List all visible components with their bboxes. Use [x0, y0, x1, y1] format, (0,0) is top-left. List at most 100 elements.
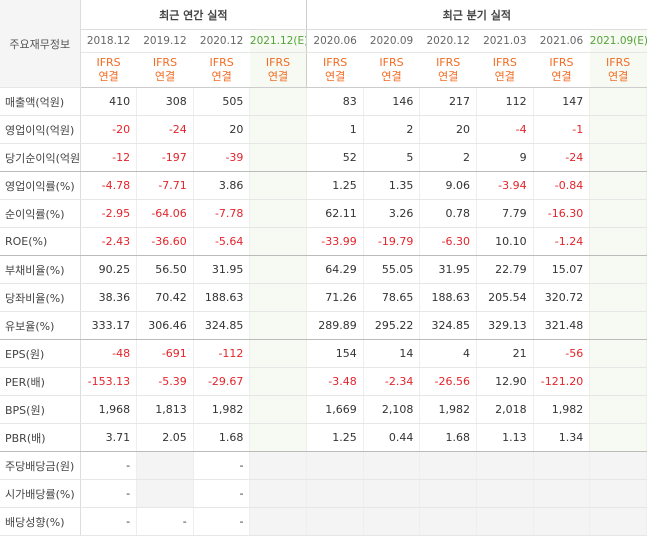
period-header: 2020.12 — [193, 29, 250, 53]
cell — [589, 339, 647, 368]
cell — [589, 199, 647, 228]
cell — [249, 311, 308, 340]
basis-header: IFRS 연결 — [419, 52, 477, 88]
period-header: 2020.06 — [306, 29, 364, 53]
period-header: 2021.06 — [533, 29, 590, 53]
cell: - — [193, 451, 251, 480]
cell: 188.63 — [193, 283, 251, 312]
row-label: 영업이익(억원) — [0, 115, 81, 144]
cell: 320.72 — [533, 283, 591, 312]
row-label: BPS(원) — [0, 395, 81, 424]
cell: 62.11 — [306, 199, 364, 228]
cell — [589, 423, 647, 452]
cell: 217 — [419, 87, 477, 116]
basis-header: IFRS 연결 — [533, 52, 590, 88]
cell: 2.05 — [136, 423, 194, 452]
cell — [419, 479, 477, 508]
cell: -24 — [136, 115, 194, 144]
cell — [249, 199, 308, 228]
cell: -2.34 — [363, 367, 421, 396]
period-header: 2021.03 — [476, 29, 534, 53]
cell: 147 — [533, 87, 591, 116]
cell: 15.07 — [533, 255, 591, 284]
cell: -20 — [80, 115, 138, 144]
row-label: ROE(%) — [0, 227, 81, 256]
cell: 20 — [193, 115, 251, 144]
cell: 21 — [476, 339, 534, 368]
cell — [363, 451, 421, 480]
cell — [249, 115, 308, 144]
cell: 333.17 — [80, 311, 138, 340]
data-row: 부채비율(%) 90.25 56.50 31.95 64.29 55.05 31.95 22.… — [0, 255, 647, 284]
cell: 2,018 — [476, 395, 534, 424]
cell: 1.13 — [476, 423, 534, 452]
cell — [306, 507, 364, 536]
cell: 410 — [80, 87, 138, 116]
cell: - — [80, 479, 138, 508]
basis-header: IFRS 연결 — [249, 52, 307, 88]
cell: -19.79 — [363, 227, 421, 256]
row-label: 부채비율(%) — [0, 255, 81, 284]
cell: -26.56 — [419, 367, 477, 396]
cell: 1.68 — [193, 423, 251, 452]
period-header: 2020.09 — [363, 29, 420, 53]
data-row: 영업이익률(%) -4.78 -7.71 3.86 1.25 1.35 9.06 -3.94-… — [0, 171, 647, 200]
cell: -12 — [80, 143, 138, 172]
cell: 4 — [419, 339, 477, 368]
cell: 324.85 — [419, 311, 477, 340]
cell: 31.95 — [193, 255, 251, 284]
period-header: 2020.12 — [419, 29, 477, 53]
cell: -64.06 — [136, 199, 194, 228]
cell: -2.95 — [80, 199, 138, 228]
cell: - — [80, 451, 138, 480]
cell — [476, 451, 534, 480]
data-row: 당기순이익(억원) -12 -197 -39 52 5 2 9 -24 — [0, 143, 647, 172]
cell: -7.78 — [193, 199, 251, 228]
cell — [476, 507, 534, 536]
cell: 31.95 — [419, 255, 477, 284]
cell — [249, 339, 308, 368]
data-row: 당좌비율(%) 38.36 70.42 188.63 71.26 78.65 188.63 2… — [0, 283, 647, 312]
cell — [249, 171, 308, 200]
cell — [589, 451, 647, 480]
basis-header: IFRS 연결 — [589, 52, 647, 88]
cell: -1.24 — [533, 227, 591, 256]
cell — [249, 479, 308, 508]
cell: 146 — [363, 87, 421, 116]
cell: 1,813 — [136, 395, 194, 424]
row-label: EPS(원) — [0, 339, 81, 368]
period-header: 2019.12 — [136, 29, 194, 53]
cell: -5.64 — [193, 227, 251, 256]
cell: - — [193, 479, 251, 508]
period-header: 2021.09(E) — [589, 29, 647, 53]
group-header: 최근 분기 실적 — [306, 0, 647, 30]
cell: 1.34 — [533, 423, 591, 452]
row-label: 당기순이익(억원) — [0, 143, 81, 172]
cell — [533, 479, 591, 508]
cell — [589, 507, 647, 536]
cell — [306, 479, 364, 508]
basis-header: IFRS 연결 — [306, 52, 364, 88]
cell: -3.94 — [476, 171, 534, 200]
cell — [589, 227, 647, 256]
cell: -39 — [193, 143, 251, 172]
cell — [249, 423, 308, 452]
cell — [249, 143, 308, 172]
cell: 154 — [306, 339, 364, 368]
cell: 9 — [476, 143, 534, 172]
cell: 324.85 — [193, 311, 251, 340]
cell: 3.26 — [363, 199, 421, 228]
cell: 1.68 — [419, 423, 477, 452]
cell: -0.84 — [533, 171, 591, 200]
cell: 20 — [419, 115, 477, 144]
cell: 1.25 — [306, 423, 364, 452]
cell — [249, 283, 308, 312]
basis-header: IFRS 연결 — [476, 52, 534, 88]
cell: 90.25 — [80, 255, 138, 284]
cell: - — [80, 507, 138, 536]
cell: 70.42 — [136, 283, 194, 312]
cell: 12.90 — [476, 367, 534, 396]
cell — [533, 507, 591, 536]
cell: 289.89 — [306, 311, 364, 340]
